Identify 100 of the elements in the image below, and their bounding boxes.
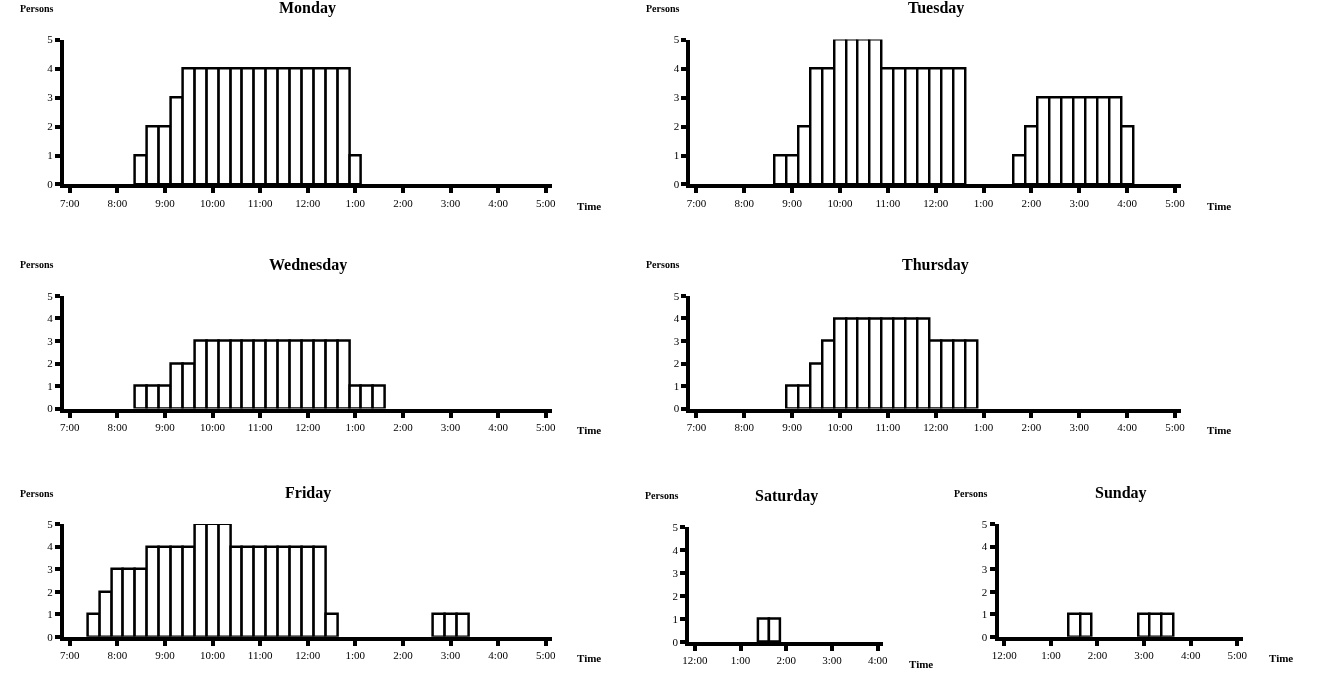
chart-title: Thursday [902,256,969,274]
x-tick-label: 7:00 [60,196,81,209]
x-tick-label: 5:00 [1165,196,1186,209]
y-axis-title: Persons [20,259,54,270]
x-tick-label: 9:00 [782,196,803,209]
chart-title: Wednesday [269,256,348,274]
chart-title: Sunday [1095,484,1147,502]
x-tick-label: 12:00 [923,196,949,209]
x-tick-label: 1:00 [730,654,751,667]
y-axis-title: Persons [954,488,988,499]
x-tick-label: 1:00 [973,196,994,209]
y-axis-title: Persons [646,259,680,270]
y-tick-label: 4 [672,543,679,556]
x-tick-label: 12:00 [991,648,1018,661]
y-tick-label: 1 [673,379,680,392]
y-tick-label: 2 [47,585,53,598]
x-tick-label: 12:00 [295,648,321,661]
y-tick-label: 5 [981,517,988,530]
y-tick-label: 0 [672,635,679,648]
chart-title: Saturday [755,487,819,505]
y-tick-label: 5 [47,517,54,530]
y-tick-label: 2 [47,357,53,370]
x-axis-title: Time [1269,652,1294,664]
x-axis-title: Time [1207,424,1232,436]
x-tick-label: 3:00 [1134,648,1155,661]
x-tick-label: 4:00 [867,654,889,667]
y-tick-label: 1 [47,608,53,621]
x-tick-label: 9:00 [155,648,176,661]
x-axis-title: Time [1207,200,1232,212]
x-tick-label: 5:00 [535,420,556,433]
x-tick-label: 1:00 [1041,648,1062,661]
x-tick-label: 2:00 [1087,648,1108,661]
x-tick-label: 2:00 [393,196,414,209]
x-tick-label: 3:00 [440,420,461,433]
x-tick-label: 3:00 [1069,196,1090,209]
y-tick-label: 5 [673,289,680,302]
x-tick-label: 5:00 [1227,648,1248,661]
x-tick-label: 4:00 [1117,196,1138,209]
x-tick-label: 4:00 [488,648,509,661]
x-tick-label: 10:00 [200,648,226,661]
x-tick-label: 8:00 [107,420,128,433]
x-axis-title: Time [577,424,602,436]
y-axis-title: Persons [645,490,679,501]
x-axis-title: Time [577,652,602,664]
y-tick-label: 0 [981,630,988,643]
y-tick-label: 1 [673,149,680,162]
y-tick-label: 3 [673,334,680,347]
x-tick-label: 9:00 [155,196,176,209]
x-tick-label: 10:00 [200,196,226,209]
y-tick-label: 0 [47,402,54,415]
y-tick-label: 4 [673,62,680,75]
y-tick-label: 0 [673,402,680,415]
x-tick-label: 2:00 [776,654,797,667]
x-tick-label: 12:00 [295,196,321,209]
x-tick-label: 2:00 [1021,420,1042,433]
x-tick-label: 3:00 [440,196,461,209]
x-tick-label: 5:00 [535,648,556,661]
x-tick-label: 9:00 [155,420,176,433]
y-tick-label: 3 [47,334,54,347]
y-tick-label: 5 [673,33,680,46]
x-tick-label: 5:00 [1165,420,1186,433]
y-tick-label: 5 [47,289,54,302]
x-tick-label: 12:00 [923,420,949,433]
x-tick-label: 3:00 [822,654,843,667]
x-axis-title: Time [909,658,934,670]
y-tick-label: 3 [672,566,679,579]
x-tick-label: 7:00 [60,420,81,433]
x-tick-label: 2:00 [393,420,414,433]
x-tick-label: 3:00 [1069,420,1090,433]
x-tick-label: 2:00 [393,648,414,661]
x-tick-label: 8:00 [107,196,128,209]
y-axis-title: Persons [20,488,54,499]
y-tick-label: 3 [47,91,54,104]
y-tick-label: 2 [673,120,680,133]
x-tick-label: 12:00 [682,654,708,667]
x-tick-label: 4:00 [488,196,509,209]
x-tick-label: 11:00 [247,420,273,433]
chart-title: Tuesday [908,0,965,17]
x-tick-label: 4:00 [1117,420,1138,433]
y-tick-label: 5 [672,520,679,533]
x-tick-label: 7:00 [60,648,81,661]
x-tick-label: 7:00 [686,420,707,433]
x-tick-label: 11:00 [875,420,901,433]
y-tick-label: 1 [672,612,678,625]
y-tick-label: 0 [47,178,54,191]
y-tick-label: 2 [981,585,988,598]
x-tick-label: 1:00 [973,420,994,433]
x-tick-label: 10:00 [827,196,854,209]
y-axis-title: Persons [646,3,680,14]
x-tick-label: 12:00 [295,420,321,433]
x-tick-label: 4:00 [1180,648,1201,661]
y-tick-label: 4 [981,540,988,553]
x-tick-label: 2:00 [1021,196,1042,209]
chart-title: Friday [285,484,332,502]
x-tick-label: 1:00 [345,196,366,209]
y-tick-label: 1 [47,379,53,392]
x-tick-label: 8:00 [734,196,755,209]
y-tick-label: 4 [47,540,54,553]
x-tick-label: 5:00 [535,196,556,209]
y-tick-label: 0 [673,178,680,191]
